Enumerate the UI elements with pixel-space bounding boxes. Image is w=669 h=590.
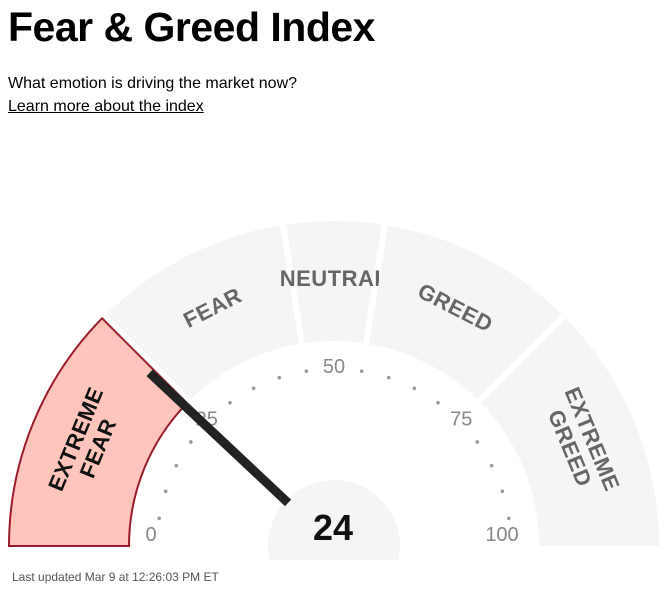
scale-dot: [174, 463, 179, 468]
scale-label: 100: [485, 524, 518, 546]
scale-dot: [157, 516, 161, 521]
scale-label: 50: [323, 356, 345, 378]
gauge-needle: [146, 369, 292, 507]
scale-dot: [475, 440, 480, 444]
scale-dot: [304, 369, 309, 373]
gauge-hub: [268, 480, 400, 560]
scale-dot: [386, 375, 391, 380]
scale-dot: [507, 516, 511, 521]
scale-dot: [189, 440, 193, 444]
scale-dot: [228, 401, 232, 405]
page-title: Fear & Greed Index: [8, 4, 375, 50]
gauge-label-neutral: NEUTRAL: [280, 266, 389, 291]
scale-label: 75: [450, 409, 472, 431]
scale-dot: [436, 401, 440, 405]
gauge-segment-extreme-greed: [481, 318, 659, 546]
gauge-segment-neutral: [286, 221, 382, 344]
gauge-segment-greed: [369, 225, 562, 399]
page-subtitle: What emotion is driving the market now?: [8, 75, 298, 92]
scale-label: 0: [145, 524, 156, 546]
scale-dot: [412, 386, 417, 391]
gauge-segment-fear: [106, 225, 299, 399]
scale-dot: [251, 386, 256, 391]
learn-more-link[interactable]: Learn more about the index: [8, 98, 204, 115]
scale-dot: [277, 375, 282, 380]
gauge-value: 24: [313, 507, 353, 548]
scale-dot: [500, 489, 505, 494]
scale-dot: [489, 463, 494, 468]
gauge-segment-extreme-fear: [7, 316, 189, 547]
scale-dot: [163, 489, 168, 494]
last-updated: Last updated Mar 9 at 12:26:03 PM ET: [12, 570, 219, 584]
scale-dot: [359, 369, 364, 373]
